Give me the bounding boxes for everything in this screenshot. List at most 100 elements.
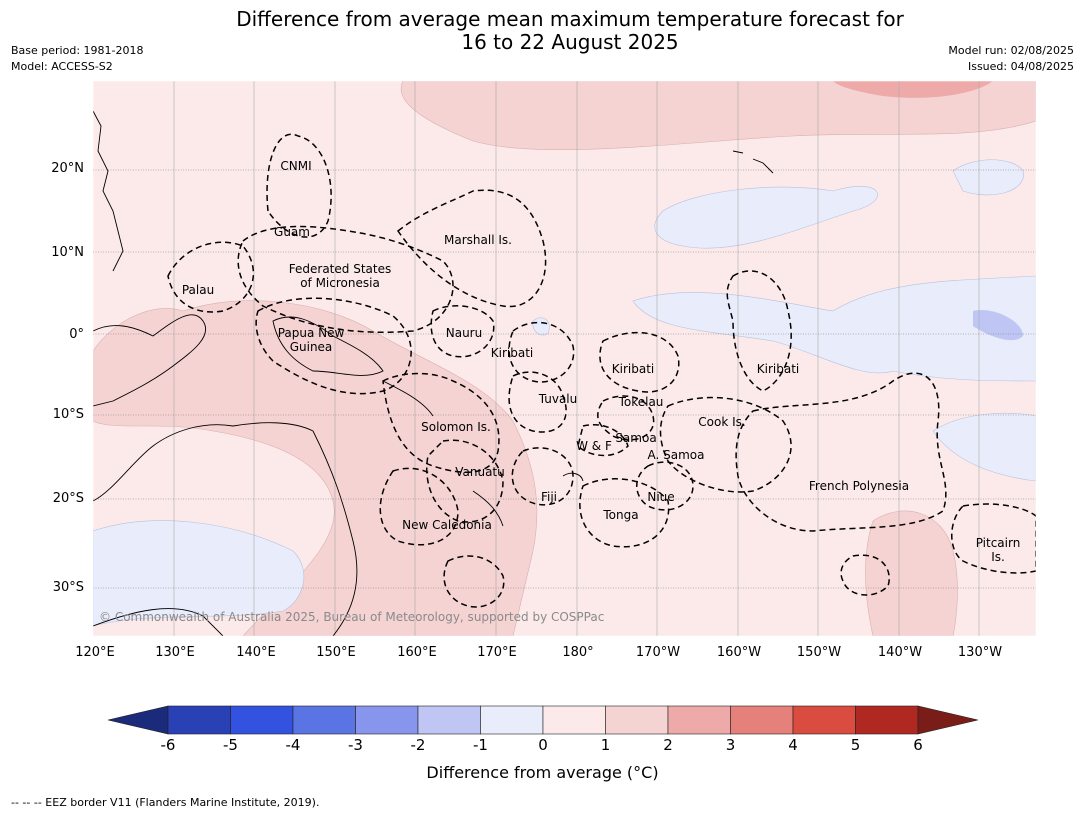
colorbar-bin-0-to-1 [542, 705, 606, 735]
eez-french-polynesia [735, 372, 947, 532]
label-pitcairn-line1: Pitcairn [976, 536, 1021, 550]
base-period: Base period: 1981-2018 [11, 44, 144, 57]
label-palau: Palau [182, 283, 214, 297]
warm-core-north [833, 81, 993, 98]
label-pitcairn-line2: Is. [991, 550, 1005, 564]
eez-nauru [430, 305, 495, 358]
lon-label-170e: 170°E [477, 645, 517, 660]
chart-title: Difference from average mean maximum tem… [0, 8, 1085, 54]
eez-norfolk [443, 555, 505, 608]
colorbar-tick-label: 6 [913, 736, 923, 754]
label-nauru: Nauru [446, 326, 482, 340]
colorbar-bin-1-to-2 [605, 705, 669, 735]
label-kiribati-central: Kiribati [612, 362, 654, 376]
lon-label-140e: 140°E [236, 645, 276, 660]
lon-label-150w: 150°W [796, 645, 842, 660]
lat-label-20n: 20°N [51, 161, 84, 176]
meta-right: Model run: 02/08/2025 Issued: 04/08/2025 [948, 43, 1074, 75]
eez-kiribati-gilbert [508, 321, 575, 383]
lat-label-10n: 10°N [51, 245, 84, 260]
meta-left: Base period: 1981-2018 Model: ACCESS-S2 [11, 43, 143, 75]
cool-region-equatorial [632, 275, 1036, 382]
eez-cook-islands [659, 396, 792, 493]
colorbar-tick-label: -6 [160, 736, 176, 754]
label-fsm-line2: of Micronesia [300, 276, 380, 290]
eez-new-caledonia [379, 467, 459, 546]
colorbar-bin--6-to--5 [167, 705, 231, 735]
colorbar-bin-2-to-3 [667, 705, 731, 735]
colorbar-bin--1-to-0 [480, 705, 544, 735]
label-tonga: Tonga [602, 508, 638, 522]
model-run: Model run: 02/08/2025 [948, 44, 1074, 57]
lon-label-160e: 160°E [397, 645, 437, 660]
issued-date: Issued: 04/08/2025 [967, 60, 1074, 73]
region-labels: CNMI Guam Marshall Is. Palau Federated S… [182, 159, 1020, 564]
colorbar-bin-5-to-6 [855, 705, 919, 735]
lon-label-150e: 150°E [316, 645, 356, 660]
label-solomon-islands: Solomon Is. [421, 420, 491, 434]
colorbar-tick-label: -4 [285, 736, 301, 754]
label-cnmi: CNMI [280, 159, 311, 173]
australia-coast [93, 422, 358, 636]
lon-label-130e: 130°E [155, 645, 195, 660]
eez-tokelau [597, 395, 655, 441]
colorbar-tick-label: -5 [223, 736, 238, 754]
eez-cnmi [266, 133, 332, 238]
new-caledonia-coast [472, 490, 504, 527]
lat-label-10s: 10°S [52, 407, 84, 422]
colorbar-tick-label: 5 [850, 736, 861, 754]
label-french-polynesia: French Polynesia [809, 479, 909, 493]
eez-tuvalu [508, 371, 567, 433]
colorbar-tick-label: 1 [600, 736, 611, 754]
eez-kiribati-phoenix [599, 331, 680, 393]
latitude-gridlines [93, 169, 1036, 589]
lon-label-160w: 160°W [716, 645, 762, 660]
warm-region-north [400, 81, 1036, 151]
lon-label-140w: 140°W [877, 645, 923, 660]
solomon-islands-coast [382, 380, 434, 417]
eez-fsm [237, 225, 454, 334]
warm-region-melanesia [93, 300, 538, 636]
eez-vanuatu [426, 439, 504, 523]
cool-region-north-central [654, 186, 878, 249]
colorbar [107, 705, 979, 735]
colorbar-bin-3-to-4 [730, 705, 794, 735]
fiji-coast [562, 472, 584, 482]
label-fiji: Fiji [541, 490, 557, 504]
lon-label-180: 180° [562, 645, 594, 660]
lat-label-0: 0° [69, 327, 84, 342]
colorbar-tick-label: 2 [663, 736, 673, 754]
label-new-caledonia: New Caledonia [402, 518, 492, 532]
label-png-line1: Papua New [278, 326, 345, 340]
cool-region-australia [93, 520, 305, 627]
label-fsm-line1: Federated States [289, 262, 391, 276]
colorbar-bin-4-to-5 [792, 705, 856, 735]
colorbar-bin--3-to--2 [355, 705, 419, 735]
colorbar-extend-high [917, 705, 979, 735]
colorbar-extend-low [107, 705, 169, 735]
cool-region-north-east [952, 159, 1024, 196]
eez-austral [840, 554, 890, 596]
label-cook-islands: Cook Is. [698, 415, 745, 429]
lon-label-170w: 170°W [635, 645, 681, 660]
eez-solomon-islands [382, 372, 500, 473]
hawaii-coast [732, 150, 774, 174]
label-png-line2: Guinea [290, 340, 333, 354]
asia-coast [93, 110, 124, 272]
longitude-gridlines [173, 81, 980, 636]
lon-label-130w: 130°W [957, 645, 1003, 660]
label-tuvalu: Tuvalu [538, 392, 578, 406]
colorbar-tick-label: -3 [348, 736, 363, 754]
label-samoa: Samoa [615, 431, 656, 445]
label-niue: Niue [647, 490, 674, 504]
label-vanuatu: Vanuatu [455, 465, 505, 479]
eez-fiji [511, 447, 574, 506]
eez-wallis-futuna [577, 424, 629, 457]
eez-niue [636, 461, 694, 511]
colorbar-tick-label: -1 [473, 736, 488, 754]
forecast-map: CNMI Guam Marshall Is. Palau Federated S… [93, 81, 1036, 636]
eez-marshall-islands [396, 189, 547, 308]
eez-palau [167, 241, 254, 313]
colorbar-title: Difference from average (°C) [426, 763, 659, 782]
lat-label-20s: 20°S [52, 491, 84, 506]
